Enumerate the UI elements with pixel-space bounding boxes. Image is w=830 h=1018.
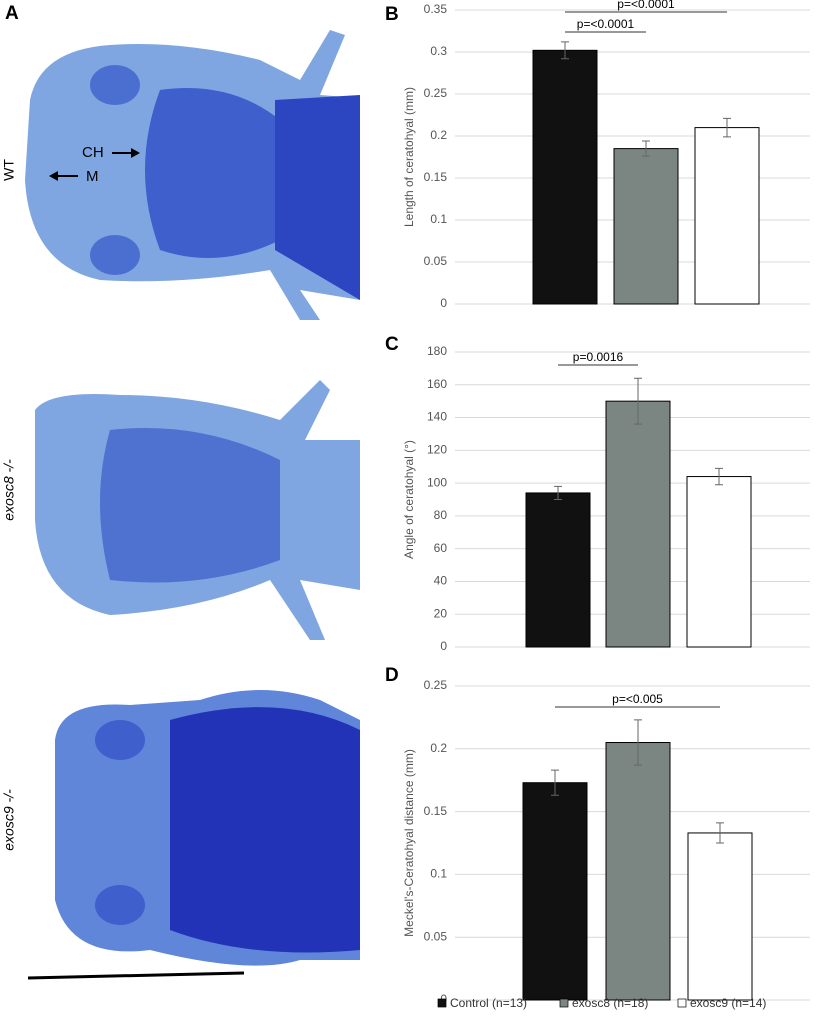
y-tick-label: 0.05 <box>424 254 448 268</box>
y-tick-label: 40 <box>434 574 448 588</box>
bar <box>605 742 671 1001</box>
y-tick-label: 140 <box>427 410 447 424</box>
y-tick-label: 0.1 <box>430 212 447 226</box>
y-tick-label: 20 <box>434 606 448 620</box>
y-tick-label: 80 <box>434 508 448 522</box>
y-tick-label: 0.1 <box>430 867 447 881</box>
row-label: WT <box>1 159 17 181</box>
y-tick-label: 0.3 <box>430 44 447 58</box>
error-bar <box>561 41 569 60</box>
row-label: exosc8 -/- <box>1 459 17 521</box>
significance-label: p=0.0016 <box>573 350 624 364</box>
bar <box>522 782 588 1001</box>
y-tick-label: 0.15 <box>424 170 448 184</box>
bar <box>613 148 679 305</box>
error-bar <box>642 140 650 157</box>
photos <box>25 30 360 980</box>
y-tick-label: 160 <box>427 377 447 391</box>
panel-letter: D <box>385 665 399 686</box>
error-bar <box>723 117 731 138</box>
y-axis-title: Angle of ceratohyal (°) <box>402 440 416 559</box>
y-axis-title: Length of ceratohyal (mm) <box>402 87 416 227</box>
bar <box>525 492 591 648</box>
legend-swatch <box>677 998 687 1008</box>
bar <box>687 832 753 1001</box>
error-bar <box>634 377 642 425</box>
significance-label: p=<0.005 <box>612 692 663 706</box>
y-tick-label: 180 <box>427 344 447 358</box>
error-bar <box>716 822 724 844</box>
bar <box>686 476 752 648</box>
significance-label: p=<0.0001 <box>617 0 675 11</box>
y-tick-label: 0.25 <box>424 678 448 692</box>
significance-label: p=<0.0001 <box>577 17 635 31</box>
legend-label: exosc9 (n=14) <box>690 996 766 1010</box>
panel-letter: B <box>385 4 399 25</box>
legend-swatch <box>559 998 569 1008</box>
error-bar <box>715 467 723 486</box>
y-tick-label: 0.2 <box>430 128 447 142</box>
panel-letter: C <box>385 334 399 355</box>
row-label: exosc9 -/- <box>1 789 17 851</box>
y-tick-label: 0.25 <box>424 86 448 100</box>
y-tick-label: 100 <box>427 475 447 489</box>
panel-letter: A <box>5 3 19 24</box>
error-bar <box>551 769 559 796</box>
legend-label: exosc8 (n=18) <box>572 996 648 1010</box>
y-tick-label: 0.15 <box>424 804 448 818</box>
y-tick-label: 0.35 <box>424 2 448 16</box>
legend-label: Control (n=13) <box>450 996 527 1010</box>
y-tick-label: 0 <box>440 639 447 653</box>
arrow-label: M <box>86 168 99 185</box>
error-bar <box>634 719 642 766</box>
y-tick-label: 120 <box>427 443 447 457</box>
error-bar <box>554 485 562 500</box>
y-tick-label: 0.05 <box>424 929 448 943</box>
y-tick-label: 0 <box>440 296 447 310</box>
y-axis-title: Meckel's-Ceratohyal distance (mm) <box>402 749 416 937</box>
legend-swatch <box>437 998 447 1008</box>
bar <box>694 127 760 305</box>
arrow-label: CH <box>82 144 104 161</box>
bar <box>532 49 598 305</box>
y-tick-label: 0.2 <box>430 741 447 755</box>
y-tick-label: 60 <box>434 541 448 555</box>
bar <box>605 400 671 648</box>
